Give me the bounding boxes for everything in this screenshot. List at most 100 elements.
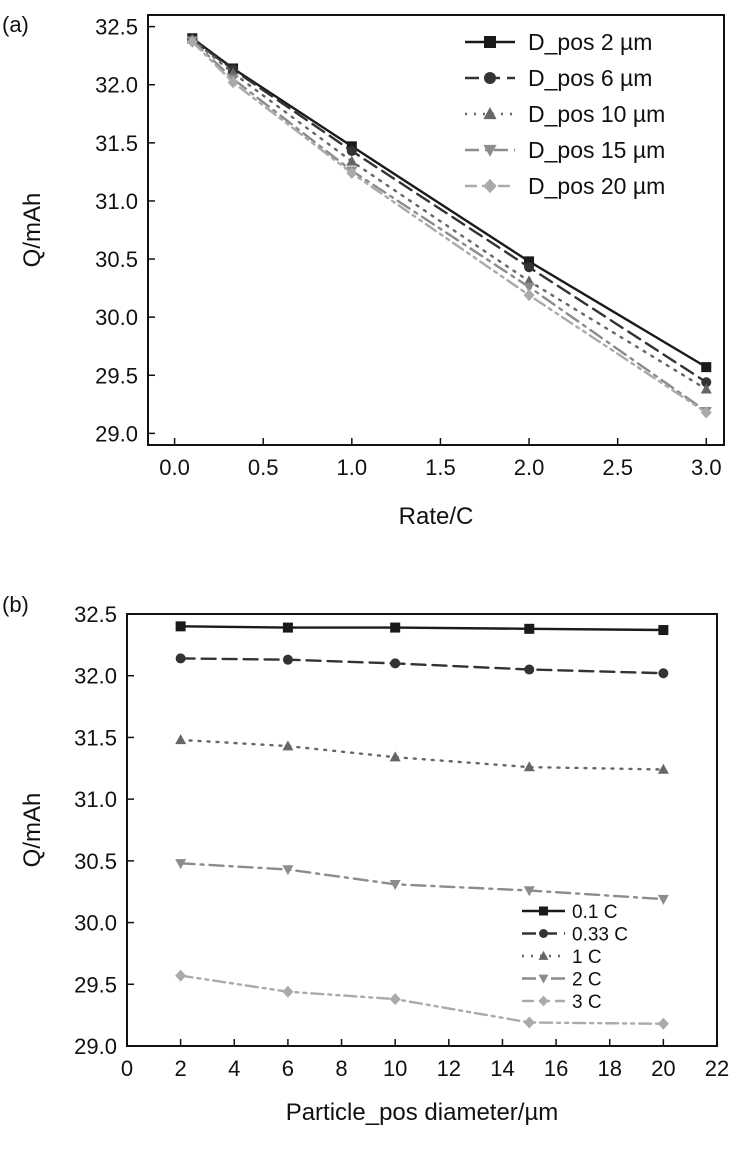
legend-label: D_pos 10 µm	[528, 101, 665, 127]
data-point	[524, 664, 535, 675]
x-tick-label: 16	[544, 1056, 568, 1081]
series-line	[191, 40, 708, 414]
x-tick-label: 18	[597, 1056, 621, 1081]
data-point	[523, 761, 535, 772]
panel-b: (b) 0 2 4 6 8 10 12 14 16 18 20 22 29.0 29.5 30.0 30.5…	[2, 592, 729, 1126]
panel-a-y-axis-label: Q/mAh	[19, 193, 46, 268]
data-point	[390, 658, 401, 669]
x-tick-label: 20	[651, 1056, 675, 1081]
legend-marker	[483, 107, 497, 120]
panel-b-y-axis-label: Q/mAh	[19, 793, 46, 868]
data-point	[701, 377, 712, 388]
legend-marker	[483, 178, 497, 194]
panel-a: (a) 0.0 0.5 1.0 1.5 2.0 2.5 3.0 29.0 29.5 30.0 30…	[2, 12, 725, 530]
panel-b-y-axis: 29.0 29.5 30.0 30.5 31.0 31.5 32.0 32.5	[74, 602, 134, 1059]
legend-label: 0.1 C	[572, 902, 617, 923]
x-tick-label: 1.5	[425, 455, 456, 480]
data-point	[389, 751, 401, 762]
data-point	[346, 167, 358, 180]
data-point	[523, 289, 535, 302]
x-tick-label: 1.0	[337, 455, 368, 480]
x-tick-label: 2.0	[514, 455, 545, 480]
legend-label: D_pos 20 µm	[528, 173, 665, 199]
data-point	[523, 282, 535, 293]
data-point	[524, 262, 535, 273]
series-line	[179, 862, 665, 901]
series-line	[179, 657, 665, 675]
data-point	[346, 145, 357, 156]
data-point	[175, 969, 187, 982]
y-tick-label: 31.0	[74, 787, 117, 812]
data-point	[282, 865, 294, 876]
data-point	[175, 734, 187, 745]
data-point	[658, 668, 669, 679]
legend-marker	[483, 144, 497, 157]
y-tick-label: 30.0	[95, 305, 138, 330]
panel-b-label: (b)	[2, 592, 29, 617]
x-tick-label: 0.5	[248, 455, 279, 480]
y-tick-label: 32.0	[95, 73, 138, 98]
data-point	[700, 406, 712, 419]
panel-a-label: (a)	[2, 12, 29, 37]
data-point	[657, 894, 669, 905]
legend-label: D_pos 15 µm	[528, 137, 665, 163]
y-tick-label: 30.5	[95, 247, 138, 272]
y-tick-label: 31.5	[74, 725, 117, 750]
data-point	[524, 256, 535, 267]
legend-label: 3 C	[572, 992, 602, 1013]
panel-a-plot-frame	[147, 14, 725, 446]
data-point	[227, 76, 239, 89]
data-point	[346, 155, 358, 166]
x-tick-label: 2	[175, 1056, 187, 1081]
data-point	[282, 622, 293, 633]
legend-marker	[539, 929, 548, 938]
data-point	[701, 362, 712, 373]
data-point	[282, 740, 294, 751]
data-point	[523, 1016, 535, 1029]
legend-label: D_pos 6 µm	[528, 65, 652, 91]
legend-label: 1 C	[572, 947, 602, 968]
y-tick-label: 31.5	[95, 131, 138, 156]
series-line	[179, 625, 665, 632]
series-line	[179, 738, 665, 771]
data-point	[657, 1017, 669, 1030]
data-point	[524, 623, 535, 634]
panel-b-legend: 0.1 C0.33 C1 C2 C3 C	[522, 902, 628, 1013]
panel-a-legend: D_pos 2 µm D_pos 6 µm D_pos 10 µm D_pos 15 …	[465, 29, 665, 199]
legend-label: D_pos 2 µm	[528, 29, 652, 55]
data-point	[390, 622, 401, 633]
x-tick-label: 8	[335, 1056, 347, 1081]
panel-a-series	[186, 33, 712, 419]
legend-marker	[538, 995, 549, 1007]
x-tick-label: 0	[121, 1056, 133, 1081]
panel-b-x-axis-label: Particle_pos diameter/µm	[286, 1099, 559, 1126]
x-tick-label: 6	[282, 1056, 294, 1081]
data-point	[186, 35, 198, 48]
legend-marker	[538, 974, 549, 984]
panel-a-x-axis-label: Rate/C	[399, 503, 474, 530]
x-tick-label: 0.0	[159, 455, 190, 480]
y-tick-label: 30.0	[74, 911, 117, 936]
data-point	[389, 880, 401, 891]
panel-a-y-axis: 29.0 29.5 30.0 30.5 31.0 31.5 32.0 32.5	[95, 15, 155, 446]
data-point	[175, 859, 187, 870]
panel-b-x-axis: 0 2 4 6 8 10 12 14 16 18 20 22	[121, 1039, 729, 1081]
panel-b-series	[175, 621, 669, 1030]
data-point	[175, 653, 186, 664]
y-tick-label: 29.5	[74, 972, 117, 997]
x-tick-label: 2.5	[602, 455, 633, 480]
data-point	[523, 886, 535, 897]
data-point	[282, 985, 294, 998]
y-tick-label: 29.0	[95, 421, 138, 446]
y-tick-label: 31.0	[95, 189, 138, 214]
legend-marker	[484, 36, 496, 48]
legend-label: 2 C	[572, 970, 602, 991]
x-tick-label: 12	[437, 1056, 461, 1081]
data-point	[658, 625, 669, 636]
legend-marker	[539, 906, 548, 916]
x-tick-label: 4	[228, 1056, 240, 1081]
x-tick-label: 10	[383, 1056, 407, 1081]
y-tick-label: 30.5	[74, 849, 117, 874]
x-tick-label: 3.0	[691, 455, 722, 480]
y-tick-label: 32.5	[95, 15, 138, 40]
